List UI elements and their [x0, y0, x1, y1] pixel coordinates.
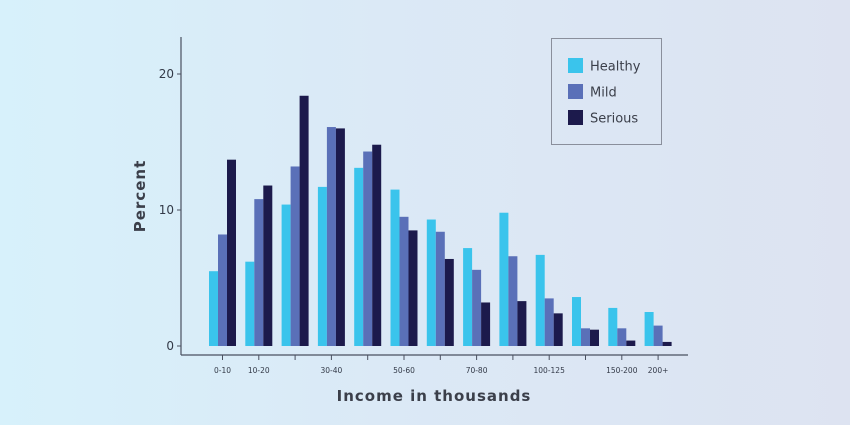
- bar-serious: [662, 341, 672, 346]
- legend-swatch-serious: [568, 110, 583, 125]
- bar-group-150-200: [608, 307, 636, 346]
- x-tick-label: 30-40: [321, 366, 343, 375]
- y-tick-label: 0: [166, 339, 174, 353]
- x-axis-title: Income in thousands: [337, 387, 532, 405]
- bar-serious: [299, 95, 309, 346]
- bar-serious: [590, 329, 599, 346]
- bar-group-20-30: [281, 95, 309, 346]
- bar-healthy: [499, 212, 509, 346]
- bar-group-60-70: [426, 219, 454, 346]
- bar-serious: [263, 185, 273, 346]
- bar-serious: [626, 340, 636, 346]
- bar-healthy: [281, 204, 291, 346]
- y-axis-title: Percent: [131, 160, 149, 232]
- bars: [209, 95, 672, 346]
- bar-group-100-125: [535, 254, 563, 346]
- bar-serious: [372, 144, 382, 346]
- bar-group-30-40: [317, 127, 345, 346]
- bar-group-50-60: [390, 189, 418, 346]
- x-tick-label: 10-20: [248, 366, 270, 375]
- x-tick-label: 70-80: [466, 366, 488, 375]
- legend-box: [551, 38, 662, 145]
- bar-group-125-150: [572, 297, 599, 346]
- bar-healthy: [426, 219, 436, 346]
- bar-mild: [508, 256, 518, 346]
- legend-label-mild: Mild: [590, 86, 617, 101]
- bar-healthy: [608, 307, 618, 346]
- bar-healthy: [463, 248, 473, 346]
- x-tick-label: 0-10: [214, 366, 231, 375]
- bar-mild: [617, 328, 627, 346]
- legend-label-healthy: Healthy: [590, 60, 641, 75]
- bar-mild: [326, 127, 336, 346]
- legend-swatch-mild: [568, 84, 583, 99]
- bar-mild: [653, 325, 663, 346]
- bar-group-200+: [644, 312, 672, 346]
- bar-serious: [517, 301, 527, 346]
- bar-mild: [399, 216, 409, 346]
- x-axis: 0-10 10-20 30-40 50-60 70-80 100-125 150-200 20…: [181, 354, 688, 375]
- y-axis: 0 10 20: [159, 37, 182, 355]
- legend: Healthy Mild Serious: [551, 38, 662, 145]
- bar-serious: [227, 159, 236, 346]
- bar-healthy: [390, 189, 400, 346]
- bar-healthy: [209, 271, 218, 346]
- bar-serious: [553, 313, 563, 346]
- bar-group-0-10: [209, 159, 236, 346]
- bar-mild: [544, 298, 554, 346]
- bar-healthy: [245, 261, 255, 346]
- x-tick-label: 100-125: [534, 366, 566, 375]
- bar-mild: [435, 231, 445, 346]
- legend-swatch-healthy: [568, 58, 583, 73]
- bar-group-10-20: [245, 185, 273, 346]
- bar-healthy: [572, 297, 581, 346]
- bar-healthy: [354, 167, 364, 346]
- bar-group-40-50: [354, 144, 382, 346]
- bar-mild: [581, 328, 590, 346]
- bar-mild: [254, 199, 264, 346]
- bar-group-80-100: [499, 212, 527, 346]
- bar-serious: [444, 258, 454, 346]
- x-tick-label: 150-200: [606, 366, 638, 375]
- bar-healthy: [317, 186, 327, 346]
- bar-serious: [408, 230, 418, 346]
- bar-healthy: [644, 312, 654, 346]
- legend-label-serious: Serious: [590, 112, 638, 127]
- y-tick-label: 20: [159, 67, 174, 81]
- bar-serious: [335, 128, 345, 346]
- bar-mild: [218, 234, 227, 346]
- y-tick-label: 10: [159, 203, 174, 217]
- bar-mild: [472, 269, 482, 346]
- bar-serious: [481, 302, 491, 346]
- x-tick-label: 200+: [648, 366, 669, 375]
- bar-group-70-80: [463, 248, 491, 346]
- x-tick-label: 50-60: [393, 366, 415, 375]
- bar-mild: [290, 166, 300, 346]
- bar-mild: [363, 151, 373, 346]
- bar-healthy: [535, 254, 545, 346]
